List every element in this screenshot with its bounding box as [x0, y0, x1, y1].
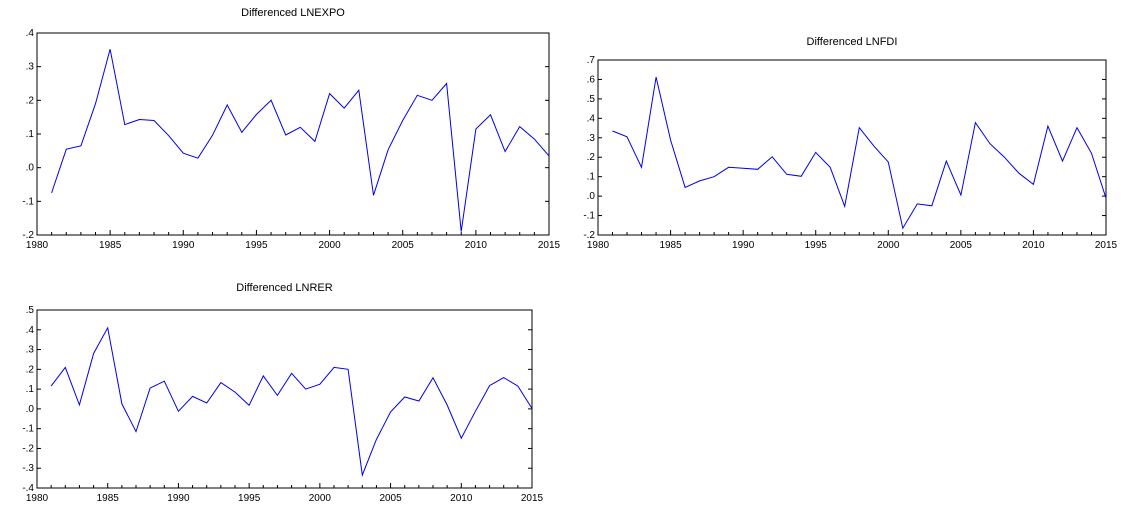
x-tick-label: 2010 — [450, 493, 473, 504]
y-tick-label: -.2 — [22, 443, 34, 454]
chart-title: Differenced LNEXPO — [241, 7, 345, 19]
x-tick-label: 1980 — [587, 240, 610, 251]
y-tick-label: .1 — [26, 129, 35, 140]
y-tick-label: .3 — [26, 62, 35, 73]
x-tick-label: 1995 — [238, 493, 261, 504]
x-tick-label: 2005 — [950, 240, 973, 251]
y-tick-label: .2 — [26, 95, 35, 106]
series-line-lnexpo — [51, 49, 550, 232]
y-tick-label: -.1 — [22, 196, 34, 207]
y-tick-label: .0 — [26, 404, 35, 415]
y-tick-label: .4 — [26, 28, 35, 39]
y-tick-label: .7 — [587, 55, 596, 66]
x-tick-label: 2010 — [465, 240, 488, 251]
x-tick-label: 1985 — [97, 493, 120, 504]
y-tick-label: .4 — [26, 325, 35, 336]
y-tick-label: -.3 — [22, 463, 34, 474]
plot-frame — [597, 59, 1107, 236]
series-line-lnrer — [50, 326, 533, 478]
y-tick-label: .1 — [26, 384, 35, 395]
x-tick-label: 2015 — [521, 493, 544, 504]
chart-differenced-lnexpo: Differenced LNEXPO -.2 -.1 .0 .1 .2 .3 .4 1980 19… — [0, 0, 565, 252]
chart-title: Differenced LNRER — [236, 282, 332, 294]
x-tick-label: 1990 — [172, 240, 195, 251]
x-tick-label: 1985 — [99, 240, 122, 251]
chart-svg-lnrer: Differenced LNRER -.4 -.3 -.2 -.1 .0 .1 .2 .3 .4.… — [22, 282, 544, 504]
x-tick-label: 1985 — [659, 240, 682, 251]
y-tick-label: -.1 — [583, 211, 595, 222]
x-tick-label: 1995 — [245, 240, 268, 251]
y-tick-label: -.2 — [583, 230, 595, 241]
x-tick-label: 2000 — [318, 240, 341, 251]
x-tick-label: 2010 — [1022, 240, 1045, 251]
y-tick-label: -.4 — [22, 483, 34, 494]
x-tick-label: 1990 — [732, 240, 755, 251]
x-tick-label: 1995 — [805, 240, 828, 251]
x-tick-label: 2000 — [309, 493, 332, 504]
y-tick-label: .3 — [26, 345, 35, 356]
x-tick-label: 2015 — [1095, 240, 1118, 251]
chart-differenced-lnfdi: Differenced LNFDI -.2 -.1 .0 .1 .2 .3 .4 .5 .6 .7 1… — [565, 25, 1123, 252]
y-tick-label: .2 — [587, 152, 596, 163]
chart-svg-lnexpo: Differenced LNEXPO -.2 -.1 .0 .1 .2 .3 .4 1980 19… — [22, 7, 561, 251]
y-tick-label: .2 — [26, 364, 35, 375]
y-tick-label: .4 — [587, 113, 596, 124]
y-tick-label: .3 — [587, 133, 596, 144]
y-tick-label: .5 — [587, 94, 596, 105]
chart-title: Differenced LNFDI — [807, 36, 898, 48]
x-tick-label: 1980 — [26, 240, 49, 251]
x-tick-label: 2015 — [538, 240, 561, 251]
y-tick-label: -.2 — [22, 230, 34, 241]
series-line-lnfdi — [612, 76, 1107, 230]
x-tick-label: 2005 — [379, 493, 402, 504]
chart-svg-lnfdi: Differenced LNFDI -.2 -.1 .0 .1 .2 .3 .4 .5 .6 .7 1… — [583, 36, 1118, 251]
x-tick-label: 2005 — [392, 240, 415, 251]
y-tick-label: .6 — [587, 74, 596, 85]
x-tick-label: 2000 — [877, 240, 900, 251]
x-tick-label: 1990 — [167, 493, 190, 504]
y-tick-label: .0 — [587, 191, 596, 202]
y-tick-label: .0 — [26, 163, 35, 174]
chart-differenced-lnrer: Differenced LNRER -.4 -.3 -.2 -.1 .0 .1 .2 .3 .4.… — [0, 277, 565, 505]
y-tick-label: .1 — [587, 172, 596, 183]
y-tick-label: .5 — [26, 305, 35, 316]
x-tick-label: 1980 — [26, 493, 49, 504]
plot-frame — [36, 309, 533, 489]
y-tick-label: -.1 — [22, 424, 34, 435]
plot-frame — [36, 32, 550, 236]
